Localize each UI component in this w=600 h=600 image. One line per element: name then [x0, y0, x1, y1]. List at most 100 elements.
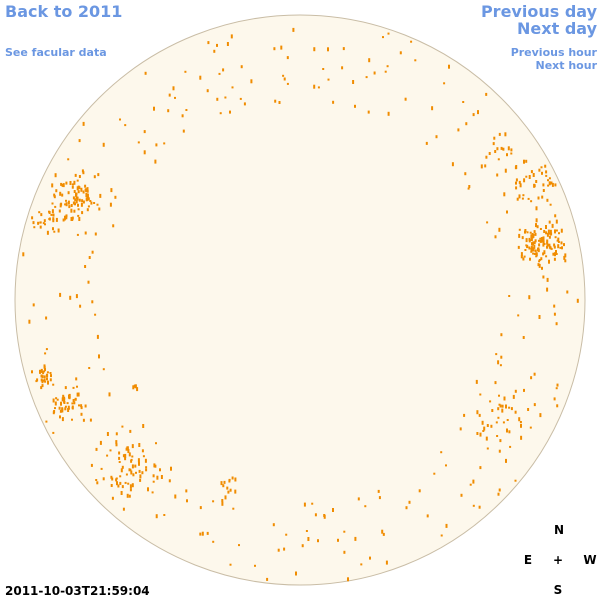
facula	[505, 458, 507, 463]
facula	[73, 401, 76, 405]
facula	[550, 247, 553, 250]
facula	[181, 114, 184, 118]
facula	[506, 210, 508, 214]
facula	[457, 128, 460, 132]
facula	[342, 47, 345, 51]
facula	[35, 380, 38, 383]
facula	[97, 173, 100, 177]
facular-link[interactable]: See facular data	[5, 46, 107, 59]
facula	[65, 181, 68, 185]
facula	[368, 58, 371, 63]
facula	[506, 428, 508, 433]
facula	[553, 243, 556, 247]
facula	[523, 255, 526, 258]
facula	[542, 236, 545, 240]
facula	[541, 195, 544, 199]
facula	[220, 481, 223, 486]
facula	[109, 449, 112, 452]
facula	[86, 187, 89, 191]
facula	[133, 384, 136, 388]
facula	[222, 68, 225, 72]
facula	[492, 142, 495, 146]
facula	[431, 106, 434, 111]
facula	[112, 224, 115, 228]
facula	[538, 243, 541, 247]
previous-day-link[interactable]: Previous day	[481, 2, 598, 21]
facula	[182, 129, 185, 133]
facula	[547, 184, 550, 187]
facula	[74, 397, 77, 401]
facula	[229, 488, 232, 492]
facula	[484, 164, 487, 168]
facula	[134, 384, 137, 389]
facula	[88, 256, 91, 259]
facula	[488, 152, 491, 155]
facula	[71, 406, 74, 409]
facula	[496, 435, 499, 437]
facula	[555, 387, 558, 390]
facula	[199, 506, 202, 510]
facula	[503, 396, 506, 401]
facula	[96, 203, 99, 206]
facula	[385, 560, 388, 565]
facula	[114, 195, 117, 199]
facula	[64, 203, 67, 206]
next-day-link[interactable]: Next day	[517, 19, 598, 38]
facula	[522, 336, 525, 339]
facula	[52, 398, 55, 403]
facula	[239, 97, 242, 100]
facula	[145, 468, 148, 472]
facula	[75, 193, 78, 197]
facula	[530, 170, 533, 174]
facula	[485, 92, 488, 96]
facula	[124, 457, 127, 461]
facula	[126, 493, 129, 498]
facula	[527, 197, 530, 200]
facula	[524, 249, 527, 251]
facula	[332, 508, 334, 512]
facula	[71, 402, 74, 405]
back-link[interactable]: Back to 2011	[5, 2, 122, 21]
facula	[111, 477, 114, 481]
next-hour-link[interactable]: Next hour	[536, 59, 598, 72]
facula	[535, 218, 538, 223]
facula	[337, 538, 339, 542]
previous-hour-link[interactable]: Previous hour	[511, 46, 598, 59]
facula	[493, 136, 496, 140]
facula	[122, 507, 125, 511]
facula	[272, 523, 275, 527]
facula	[543, 230, 546, 233]
facula	[128, 468, 131, 472]
facula	[546, 232, 549, 237]
facula	[451, 162, 454, 167]
facula	[468, 185, 471, 188]
facula	[514, 389, 517, 393]
facula	[115, 443, 118, 447]
facula	[71, 418, 73, 421]
facula	[274, 99, 277, 103]
facula	[490, 424, 493, 428]
facula	[70, 204, 73, 207]
facula	[46, 377, 48, 381]
facula	[508, 406, 511, 409]
facula	[292, 27, 295, 32]
facula	[295, 571, 297, 576]
facula	[120, 468, 123, 473]
facula	[465, 122, 468, 126]
facula	[224, 495, 227, 500]
facula	[84, 188, 87, 191]
facula	[536, 225, 539, 229]
facula	[102, 142, 105, 147]
facula	[514, 479, 517, 482]
facula	[136, 387, 139, 392]
facula	[502, 147, 505, 151]
facula	[545, 231, 548, 235]
facula	[548, 181, 551, 186]
facula	[555, 250, 557, 253]
facula	[367, 110, 370, 114]
facula	[58, 406, 61, 410]
timestamp: 2011-10-03T21:59:04	[5, 584, 150, 598]
facula	[515, 186, 518, 190]
facula	[124, 124, 127, 127]
facula	[75, 196, 78, 200]
